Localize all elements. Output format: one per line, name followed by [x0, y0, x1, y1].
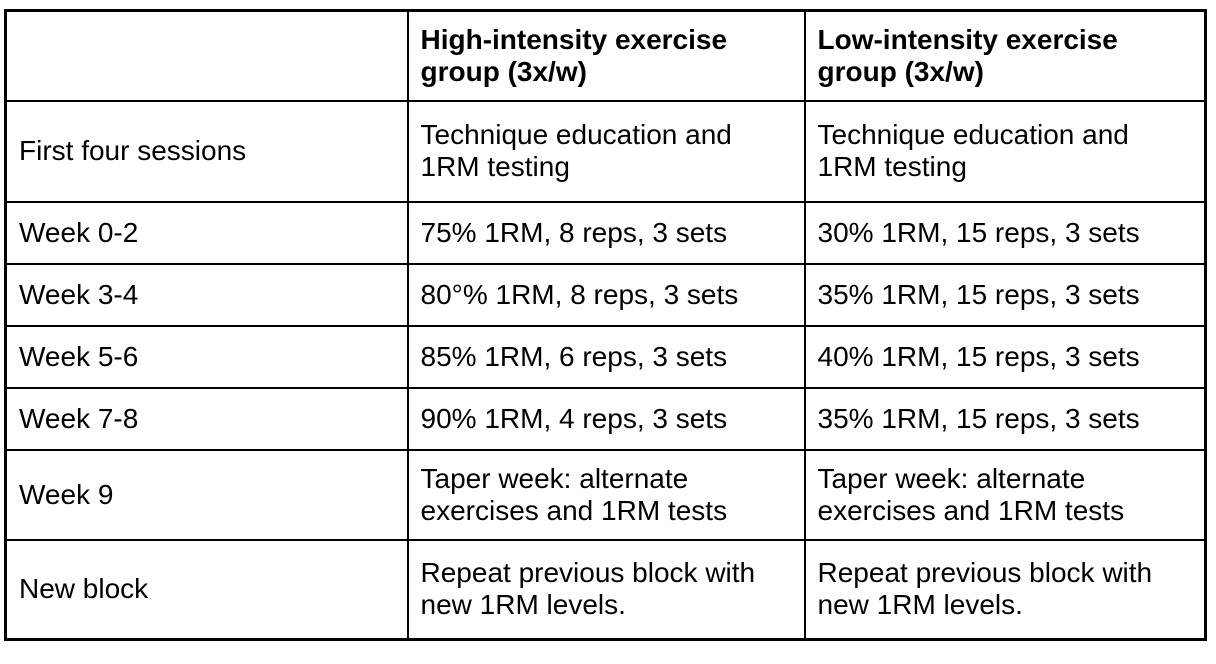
row-label: First four sessions	[4, 99, 409, 203]
row-label: Week 7-8	[4, 386, 409, 451]
cell-high-intensity: 90% 1RM, 4 reps, 3 sets	[406, 386, 806, 451]
table-row-first-four-sessions: First four sessions Technique education …	[4, 99, 1207, 203]
table-row-new-block: New block Repeat previous block with new…	[4, 538, 1207, 641]
row-label: New block	[4, 538, 409, 641]
cell-low-intensity: 35% 1RM, 15 reps, 3 sets	[803, 262, 1207, 327]
cell-high-intensity: 85% 1RM, 6 reps, 3 sets	[406, 324, 806, 389]
cell-low-intensity: 40% 1RM, 15 reps, 3 sets	[803, 324, 1207, 389]
row-label: Week 3-4	[4, 262, 409, 327]
table-row-week-9: Week 9 Taper week: alternate exercises a…	[4, 448, 1207, 541]
table-header-row: High-intensity exercise group (3x/w) Low…	[4, 9, 1207, 102]
cell-high-intensity: Technique education and 1RM testing	[406, 99, 806, 203]
table-row-week-7-8: Week 7-8 90% 1RM, 4 reps, 3 sets 35% 1RM…	[4, 386, 1207, 451]
header-cell-low-intensity: Low-intensity exercise group (3x/w)	[803, 9, 1207, 102]
table-row-week-0-2: Week 0-2 75% 1RM, 8 reps, 3 sets 30% 1RM…	[4, 200, 1207, 265]
cell-low-intensity: Taper week: alternate exercises and 1RM …	[803, 448, 1207, 541]
cell-low-intensity: Technique education and 1RM testing	[803, 99, 1207, 203]
cell-low-intensity: 30% 1RM, 15 reps, 3 sets	[803, 200, 1207, 265]
table-row-week-5-6: Week 5-6 85% 1RM, 6 reps, 3 sets 40% 1RM…	[4, 324, 1207, 389]
cell-high-intensity: Repeat previous block with new 1RM level…	[406, 538, 806, 641]
training-program-table: High-intensity exercise group (3x/w) Low…	[4, 9, 1207, 641]
cell-low-intensity: 35% 1RM, 15 reps, 3 sets	[803, 386, 1207, 451]
cell-high-intensity: 80°% 1RM, 8 reps, 3 sets	[406, 262, 806, 327]
row-label: Week 5-6	[4, 324, 409, 389]
row-label: Week 0-2	[4, 200, 409, 265]
row-label: Week 9	[4, 448, 409, 541]
cell-low-intensity: Repeat previous block with new 1RM level…	[803, 538, 1207, 641]
header-cell-high-intensity: High-intensity exercise group (3x/w)	[406, 9, 806, 102]
header-cell-empty	[4, 9, 409, 102]
cell-high-intensity: Taper week: alternate exercises and 1RM …	[406, 448, 806, 541]
cell-high-intensity: 75% 1RM, 8 reps, 3 sets	[406, 200, 806, 265]
table-row-week-3-4: Week 3-4 80°% 1RM, 8 reps, 3 sets 35% 1R…	[4, 262, 1207, 327]
